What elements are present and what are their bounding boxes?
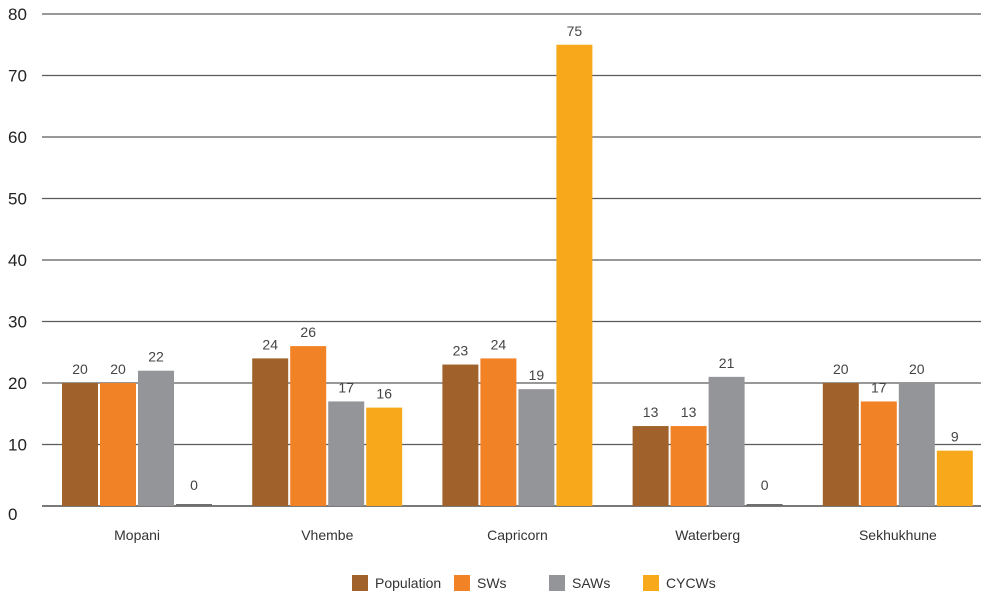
data-label: 20 [909, 361, 925, 377]
bar-saws-vhembe [328, 401, 365, 506]
data-label: 9 [951, 429, 959, 445]
legend-label-population: Population [375, 575, 441, 591]
bar-cycws-sekhukhune [936, 450, 973, 506]
data-label: 0 [190, 477, 198, 493]
x-axis-categories: Mopani Vhembe Capricorn Waterberg Sekhukhune [114, 527, 937, 543]
y-tick-label: 50 [8, 190, 27, 209]
legend-label-saws: SAWs [572, 575, 610, 591]
data-label: 20 [72, 361, 88, 377]
bar-cycws-mopani [176, 504, 212, 506]
y-tick-label: 30 [8, 313, 27, 332]
category-label: Vhembe [301, 527, 353, 543]
data-label: 20 [110, 361, 126, 377]
bar-cycws-vhembe [366, 407, 403, 506]
data-label: 13 [643, 404, 659, 420]
bar-sws-waterberg [670, 426, 707, 506]
bar-sws-capricorn [480, 358, 517, 506]
category-label: Sekhukhune [859, 527, 937, 543]
bar-population-sekhukhune [822, 383, 859, 506]
y-tick-label: 40 [8, 251, 27, 270]
y-tick-label: 80 [8, 5, 27, 24]
data-label: 20 [833, 361, 849, 377]
legend-label-sws: SWs [477, 575, 507, 591]
bar-population-capricorn [442, 364, 479, 506]
category-label: Mopani [114, 527, 160, 543]
bar-population-mopani [62, 383, 98, 506]
data-label: 19 [529, 367, 545, 383]
data-label: 13 [681, 404, 697, 420]
data-label: 26 [300, 324, 316, 340]
bar-sws-vhembe [290, 346, 327, 506]
bar-sws-sekhukhune [860, 401, 897, 506]
data-label: 21 [719, 355, 735, 371]
bar-cycws-waterberg [746, 504, 783, 506]
legend-swatch-population [352, 575, 368, 591]
data-label: 22 [148, 349, 164, 365]
y-tick-label: 70 [8, 67, 27, 86]
bar-population-vhembe [252, 358, 289, 506]
data-labels: 20 20 22 0 24 26 17 16 23 24 19 75 13 13 21 0 20 17 20 9 [72, 23, 959, 493]
data-label: 75 [567, 23, 583, 39]
legend-swatch-sws [454, 575, 470, 591]
category-label: Capricorn [487, 527, 548, 543]
bar-sws-mopani [100, 383, 136, 506]
bars [62, 44, 973, 506]
data-label: 24 [262, 336, 278, 352]
data-label: 17 [338, 379, 354, 395]
data-label: 24 [491, 336, 507, 352]
bar-saws-sekhukhune [898, 383, 935, 506]
legend: Population SWs SAWs CYCWs [352, 575, 716, 591]
legend-label-cycws: CYCWs [666, 575, 716, 591]
y-tick-label: 20 [8, 374, 27, 393]
y-axis-ticks: 0 10 20 30 40 50 60 70 80 [8, 5, 27, 524]
y-tick-label: 60 [8, 128, 27, 147]
data-label: 17 [871, 379, 887, 395]
legend-swatch-cycws [643, 575, 659, 591]
y-tick-label: 10 [8, 436, 27, 455]
y-tick-label: 0 [8, 505, 17, 524]
data-label: 16 [376, 386, 392, 402]
bar-saws-mopani [138, 370, 174, 506]
data-label: 23 [453, 343, 469, 359]
bar-population-waterberg [632, 426, 669, 506]
bar-saws-waterberg [708, 376, 745, 506]
bar-cycws-capricorn [556, 44, 593, 506]
legend-swatch-saws [549, 575, 565, 591]
bar-saws-capricorn [518, 389, 555, 506]
data-label: 0 [761, 477, 769, 493]
category-label: Waterberg [675, 527, 740, 543]
